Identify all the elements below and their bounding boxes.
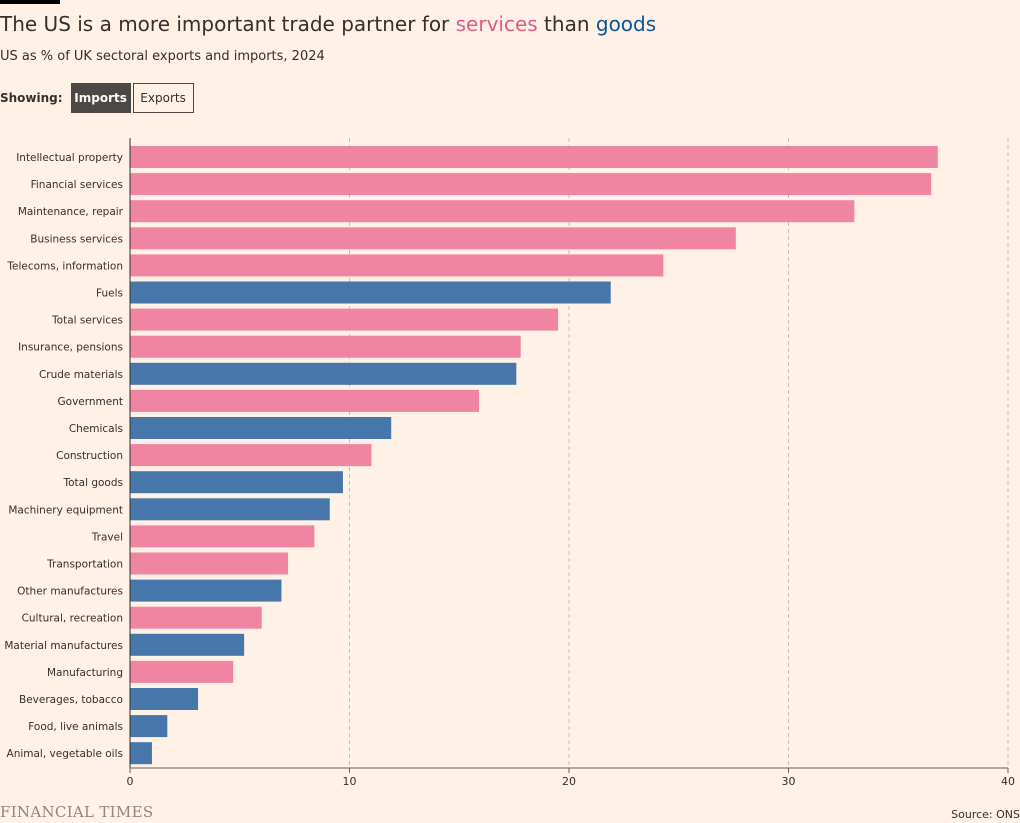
x-tick-label: 40 bbox=[1001, 775, 1015, 788]
exports-button[interactable]: Exports bbox=[132, 83, 194, 113]
bar bbox=[130, 742, 152, 765]
category-label: Food, live animals bbox=[28, 721, 123, 733]
category-label: Financial services bbox=[31, 179, 123, 191]
bar bbox=[130, 715, 168, 738]
bar bbox=[130, 308, 559, 331]
source-note: Source: ONS bbox=[951, 808, 1020, 821]
bar bbox=[130, 688, 199, 710]
category-label: Government bbox=[58, 396, 123, 408]
category-label: Animal, vegetable oils bbox=[7, 748, 123, 760]
bar bbox=[130, 498, 330, 521]
chart-subtitle: US as % of UK sectoral exports and impor… bbox=[0, 49, 325, 64]
bar bbox=[130, 254, 664, 277]
category-label: Cultural, recreation bbox=[22, 613, 123, 625]
x-tick-label: 10 bbox=[343, 775, 357, 788]
title-part1: The US is a more important trade partner… bbox=[0, 12, 456, 36]
category-label: Telecoms, information bbox=[6, 260, 123, 272]
bar bbox=[130, 633, 245, 656]
bar bbox=[130, 579, 282, 602]
category-label: Chemicals bbox=[69, 423, 123, 435]
bar bbox=[130, 362, 517, 385]
bar bbox=[130, 444, 372, 467]
title-services: services bbox=[455, 12, 538, 36]
bar bbox=[130, 335, 521, 358]
category-label: Travel bbox=[91, 531, 123, 543]
x-tick-label: 20 bbox=[562, 775, 576, 788]
bar bbox=[130, 606, 262, 629]
chart-title: The US is a more important trade partner… bbox=[0, 10, 656, 38]
x-tick-label: 30 bbox=[782, 775, 796, 788]
bar bbox=[130, 389, 480, 412]
top-accent-bar bbox=[0, 0, 60, 4]
category-label: Total services bbox=[51, 315, 123, 327]
title-part2: than bbox=[537, 12, 596, 36]
category-label: Fuels bbox=[96, 288, 123, 300]
bar bbox=[130, 660, 234, 683]
bar bbox=[130, 471, 343, 494]
category-label: Material manufactures bbox=[4, 640, 123, 652]
bar bbox=[130, 525, 315, 548]
bar bbox=[130, 146, 938, 168]
category-label: Construction bbox=[56, 450, 123, 462]
bar bbox=[130, 417, 392, 439]
category-label: Intellectual property bbox=[16, 152, 123, 164]
category-label: Manufacturing bbox=[47, 667, 123, 679]
x-tick-label: 0 bbox=[127, 775, 134, 788]
bar bbox=[130, 227, 736, 250]
bar-chart: Intellectual property Financial services M… bbox=[4, 138, 1015, 788]
showing-label: Showing: bbox=[0, 91, 63, 105]
bar bbox=[130, 173, 932, 196]
category-label: Transportation bbox=[46, 559, 123, 571]
category-label: Maintenance, repair bbox=[18, 206, 124, 218]
category-label: Crude materials bbox=[39, 369, 123, 381]
category-label: Beverages, tobacco bbox=[19, 694, 123, 706]
imports-button[interactable]: Imports bbox=[70, 83, 131, 113]
bar bbox=[130, 552, 289, 575]
category-label: Insurance, pensions bbox=[18, 342, 123, 354]
bar bbox=[130, 281, 611, 304]
category-label: Total goods bbox=[62, 477, 123, 489]
showing-toggle: Showing: Imports Exports bbox=[0, 82, 194, 114]
category-label: Machinery equipment bbox=[8, 504, 123, 516]
category-label: Other manufactures bbox=[17, 586, 123, 598]
title-goods: goods bbox=[595, 12, 657, 36]
ft-logo: FINANCIAL TIMES bbox=[0, 803, 154, 821]
bar bbox=[130, 200, 855, 223]
category-label: Business services bbox=[30, 233, 123, 245]
